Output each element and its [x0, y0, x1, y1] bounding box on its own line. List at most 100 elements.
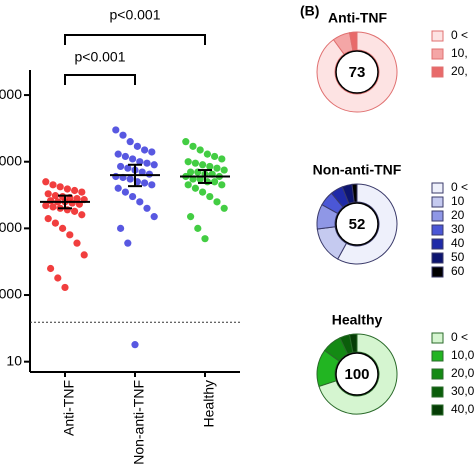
legend-swatch [431, 30, 444, 42]
legend-swatch [431, 332, 444, 344]
y-tick-label: 000 [0, 152, 22, 168]
legend-swatch [431, 66, 444, 78]
data-point [148, 181, 156, 189]
legend-swatch [431, 224, 444, 236]
y-tick-label: 000 [0, 86, 22, 102]
legend-label: 10 [451, 194, 465, 208]
donut-center-label: 73 [349, 64, 366, 81]
data-point [196, 146, 204, 154]
data-point [191, 184, 199, 192]
data-point [211, 152, 219, 161]
data-point [112, 172, 120, 181]
legend-swatch [431, 252, 444, 264]
data-point [141, 179, 149, 187]
data-point [126, 138, 134, 146]
data-point [73, 239, 81, 247]
data-point [136, 198, 144, 206]
data-point [71, 186, 79, 195]
data-point [150, 161, 158, 169]
data-point [121, 152, 129, 161]
legend-label: 0 < [451, 180, 468, 194]
data-point [44, 190, 52, 198]
data-point [114, 150, 122, 158]
donut-segment [318, 333, 398, 415]
legend-label: 20,0 [451, 366, 474, 380]
data-point [187, 168, 195, 176]
p-value: p<0.001 [75, 49, 126, 65]
data-point [42, 201, 50, 210]
data-point [182, 138, 190, 146]
data-point [184, 158, 192, 166]
data-point [56, 183, 64, 191]
data-point [133, 142, 141, 150]
donut-segment [316, 31, 398, 113]
y-tick-label: 10 [6, 352, 22, 368]
x-tick-label: Anti-TNF [61, 380, 77, 436]
data-point [220, 204, 228, 212]
data-point [61, 283, 69, 292]
data-point [59, 224, 67, 232]
data-point [73, 194, 81, 203]
legend-label: 40 [451, 236, 465, 250]
legend-swatch [431, 368, 444, 380]
data-point [80, 251, 88, 259]
legend-label: 30,0 [451, 384, 474, 398]
legend-label: 0 < [451, 330, 468, 344]
data-point [121, 188, 129, 196]
donut-center-label: 100 [344, 366, 369, 383]
data-point [119, 131, 127, 139]
data-point [220, 166, 228, 174]
data-point [117, 224, 125, 232]
y-tick-label: 000 [0, 286, 22, 302]
data-point [124, 239, 132, 247]
data-point [206, 162, 214, 171]
donut-title: Healthy [332, 312, 383, 328]
data-point [187, 213, 195, 221]
donut-center [335, 202, 379, 246]
data-point [51, 219, 60, 227]
data-point [68, 199, 76, 207]
data-point [218, 181, 226, 189]
significance-bracket [64, 74, 136, 85]
data-point [129, 192, 137, 201]
data-point [117, 162, 125, 171]
legend-swatch [431, 210, 444, 222]
data-point [47, 264, 55, 273]
data-point [126, 175, 134, 183]
data-point [143, 204, 151, 212]
data-point [201, 235, 209, 243]
data-point [150, 213, 158, 221]
data-point [44, 215, 52, 223]
donut-title: Non-anti-TNF [313, 162, 402, 178]
donut-segment [348, 333, 358, 353]
panel-label: (B) [300, 3, 319, 19]
data-point [199, 188, 207, 196]
legend-label: 20 [451, 208, 465, 222]
data-point [191, 159, 199, 167]
data-point [148, 148, 156, 156]
data-point [194, 224, 202, 232]
significance-bracket [64, 34, 206, 45]
data-point [124, 164, 132, 172]
data-point [203, 150, 211, 158]
data-point [131, 341, 139, 349]
legend-label: 0 < [451, 28, 468, 42]
legend-label: 10,0 [451, 348, 474, 362]
data-point [66, 231, 74, 239]
legend-label: 30 [451, 222, 465, 236]
data-point [49, 181, 57, 189]
data-point [49, 203, 57, 211]
donut-title: Anti-TNF [328, 10, 388, 26]
legend-swatch [431, 196, 444, 208]
data-point [114, 184, 122, 192]
data-point [138, 168, 146, 176]
legend-label: 20, [451, 64, 468, 78]
data-point [51, 192, 60, 200]
legend-swatch [431, 386, 444, 398]
donut-center-label: 52 [349, 216, 366, 233]
data-point [112, 126, 120, 134]
data-point [184, 181, 192, 189]
donut-segment [337, 183, 398, 265]
